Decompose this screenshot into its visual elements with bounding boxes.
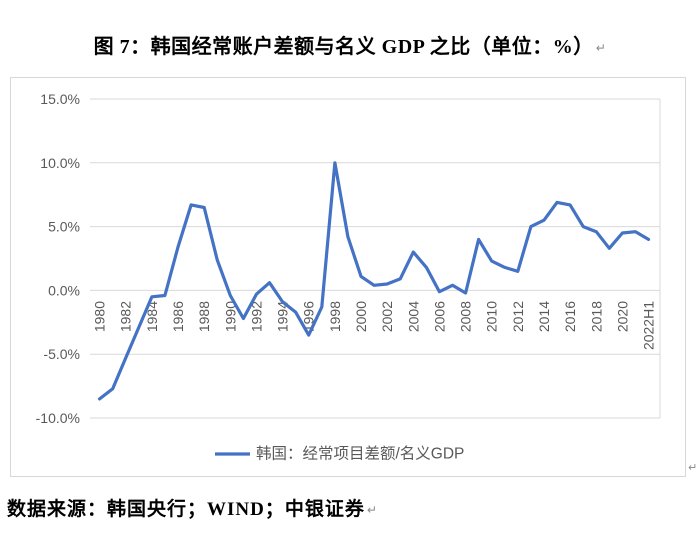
x-axis-tick-label: 2004 xyxy=(405,301,421,332)
paragraph-mark-icon: ↵ xyxy=(366,503,378,517)
x-axis-tick-label: 1994 xyxy=(275,301,291,332)
x-axis-tick-label: 1986 xyxy=(170,301,186,332)
y-axis-tick-label: 10.0% xyxy=(40,155,80,171)
x-axis-tick-label: 2018 xyxy=(588,301,604,332)
paragraph-mark-icon: ↵ xyxy=(688,461,698,474)
x-axis-tick-label: 1990 xyxy=(222,301,238,332)
x-axis-tick-label: 2002 xyxy=(379,301,395,332)
x-axis-tick-label: 2010 xyxy=(484,301,500,332)
line-chart: 15.0% 10.0% 5.0% 0.0% -5.0% -10.0% 1980 1982 198… xyxy=(36,91,661,463)
x-axis-tick-label: 2008 xyxy=(458,301,474,332)
data-source: 数据来源：韩国央行；WIND；中银证券 ↵ xyxy=(7,494,378,521)
x-axis-tick-label: 2000 xyxy=(353,301,369,332)
figure-title: 图 7：韩国经常账户差额与名义 GDP 之比（单位：%） ↵ xyxy=(0,30,700,59)
y-axis-tick-label: -5.0% xyxy=(43,346,80,362)
y-axis-tick-label: 5.0% xyxy=(48,219,80,235)
x-axis-tick-label: 2022H1 xyxy=(641,301,657,350)
x-axis-tick-label: 1992 xyxy=(248,301,264,332)
chart-area: 15.0% 10.0% 5.0% 0.0% -5.0% -10.0% 1980 1982 198… xyxy=(10,77,686,477)
x-axis-tick-label: 1998 xyxy=(327,301,343,332)
legend-label: 韩国：经常项目差额/名义GDP xyxy=(256,445,464,463)
x-axis-tick-label: 1988 xyxy=(196,301,212,332)
y-axis-tick-label: -10.0% xyxy=(36,410,80,426)
x-axis-tick-label: 2012 xyxy=(510,301,526,332)
series-line xyxy=(97,161,651,401)
x-axis-tick-label: 1980 xyxy=(92,301,108,332)
x-axis-tick-label: 1984 xyxy=(144,301,160,332)
x-axis-tick-label: 2014 xyxy=(536,301,552,332)
x-axis-tick-label: 2016 xyxy=(562,301,578,332)
figure-title-text: 图 7：韩国经常账户差额与名义 GDP 之比（单位：%） xyxy=(93,36,594,58)
paragraph-mark-icon: ↵ xyxy=(595,41,607,55)
data-source-text: 数据来源：韩国央行；WIND；中银证券 xyxy=(7,499,365,520)
x-axis-tick-label: 2006 xyxy=(431,301,447,332)
x-axis-tick-label: 1982 xyxy=(118,301,134,332)
x-axis-tick-label: 2020 xyxy=(614,301,630,332)
y-axis-tick-label: 15.0% xyxy=(40,91,80,107)
y-axis-tick-label: 0.0% xyxy=(48,282,80,298)
